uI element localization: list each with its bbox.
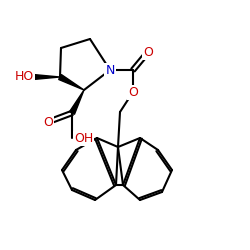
Text: HO: HO	[15, 70, 34, 84]
Text: OH: OH	[74, 132, 93, 144]
Text: O: O	[143, 46, 153, 59]
Polygon shape	[70, 90, 84, 114]
Polygon shape	[30, 74, 60, 80]
Text: O: O	[43, 116, 53, 128]
Text: N: N	[105, 64, 115, 76]
Text: O: O	[128, 86, 138, 98]
Polygon shape	[59, 74, 84, 90]
